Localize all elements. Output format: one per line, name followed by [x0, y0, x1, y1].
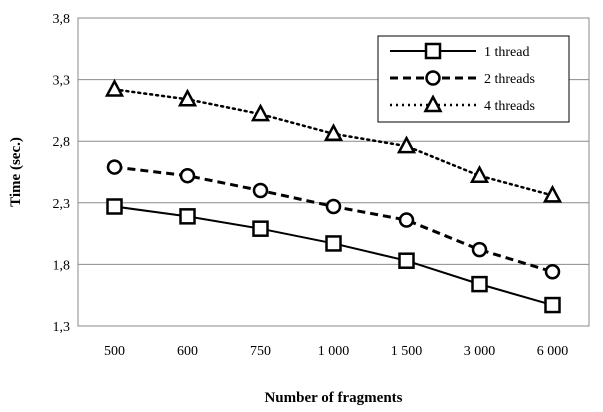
data-point	[106, 198, 123, 215]
legend-label: 1 thread	[484, 45, 529, 60]
data-point	[104, 78, 125, 97]
legend-marker	[423, 94, 443, 113]
y-tick-label: 2,8	[53, 135, 71, 150]
y-tick-label: 3,8	[53, 12, 71, 27]
data-point	[469, 165, 490, 183]
y-tick-label: 3,3	[53, 74, 71, 89]
data-point	[542, 184, 563, 203]
y-axis-title: Time (sec.)	[8, 137, 24, 207]
legend: 1 thread 2 threads 4 threads	[377, 35, 570, 123]
data-point	[179, 167, 196, 184]
legend-label: 2 threads	[484, 72, 535, 87]
y-tick-label: 1,3	[53, 320, 71, 335]
data-point	[250, 103, 271, 122]
legend-marker	[425, 70, 441, 86]
data-point	[544, 296, 561, 314]
data-point	[398, 252, 415, 269]
data-point	[471, 275, 488, 293]
x-tick-label: 750	[250, 344, 271, 359]
y-tick-label: 1,8	[53, 258, 71, 273]
series-3	[104, 78, 563, 203]
data-point	[252, 182, 269, 199]
x-axis-ticks: 500 600 750 1 000 1 500 3 000 6 000	[104, 344, 568, 359]
series-2	[106, 159, 561, 280]
data-point	[544, 264, 561, 280]
y-axis-ticks: 1,3 1,8 2,3 2,8 3,3 3,8	[53, 12, 71, 335]
plot-area	[77, 17, 590, 327]
data-point	[179, 208, 196, 225]
data-point	[323, 123, 344, 142]
data-point	[396, 135, 417, 154]
series-group	[104, 78, 563, 314]
x-tick-label: 1 000	[318, 344, 350, 359]
x-tick-label: 3 000	[464, 344, 496, 359]
x-axis-title: Number of fragments	[264, 390, 402, 406]
legend-label: 4 threads	[484, 99, 535, 114]
x-tick-label: 600	[177, 344, 198, 359]
x-tick-label: 6 000	[537, 344, 569, 359]
data-point	[398, 212, 415, 228]
data-point	[252, 220, 269, 237]
series-1	[106, 198, 561, 314]
x-tick-label: 1 500	[391, 344, 423, 359]
data-point	[106, 159, 123, 175]
x-tick-label: 500	[104, 344, 125, 359]
data-point	[325, 235, 342, 252]
y-tick-label: 2,3	[53, 197, 71, 212]
data-point	[471, 241, 488, 258]
legend-marker	[424, 42, 442, 60]
data-point	[177, 88, 198, 107]
data-point	[325, 198, 342, 215]
